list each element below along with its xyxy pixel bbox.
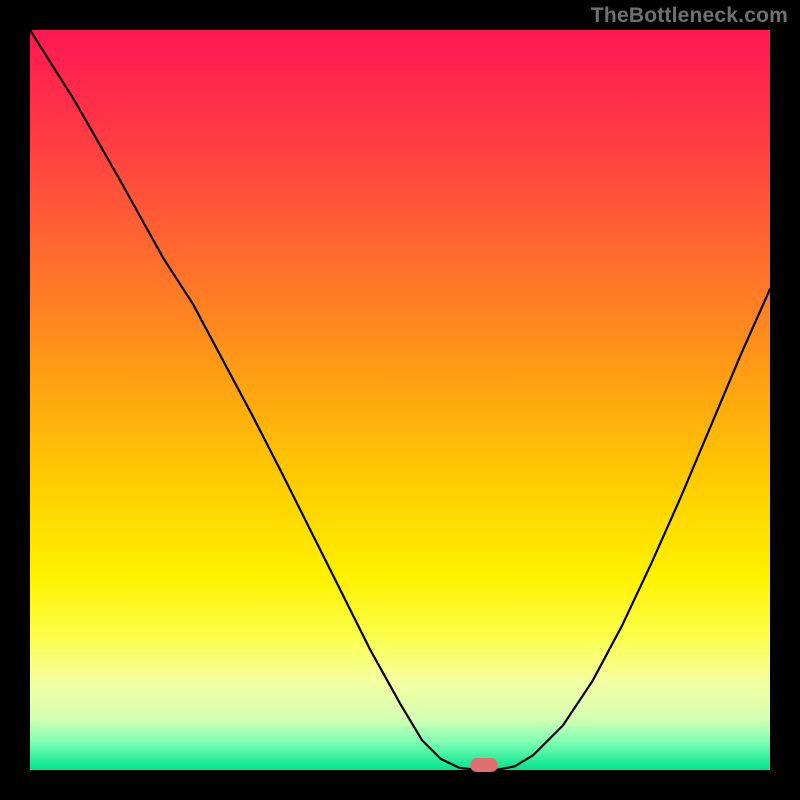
bottleneck-curve: [0, 0, 800, 800]
chart-container: TheBottleneck.com: [0, 0, 800, 800]
watermark-label: TheBottleneck.com: [591, 4, 788, 28]
optimum-marker: [470, 758, 498, 772]
curve-path: [30, 30, 770, 770]
